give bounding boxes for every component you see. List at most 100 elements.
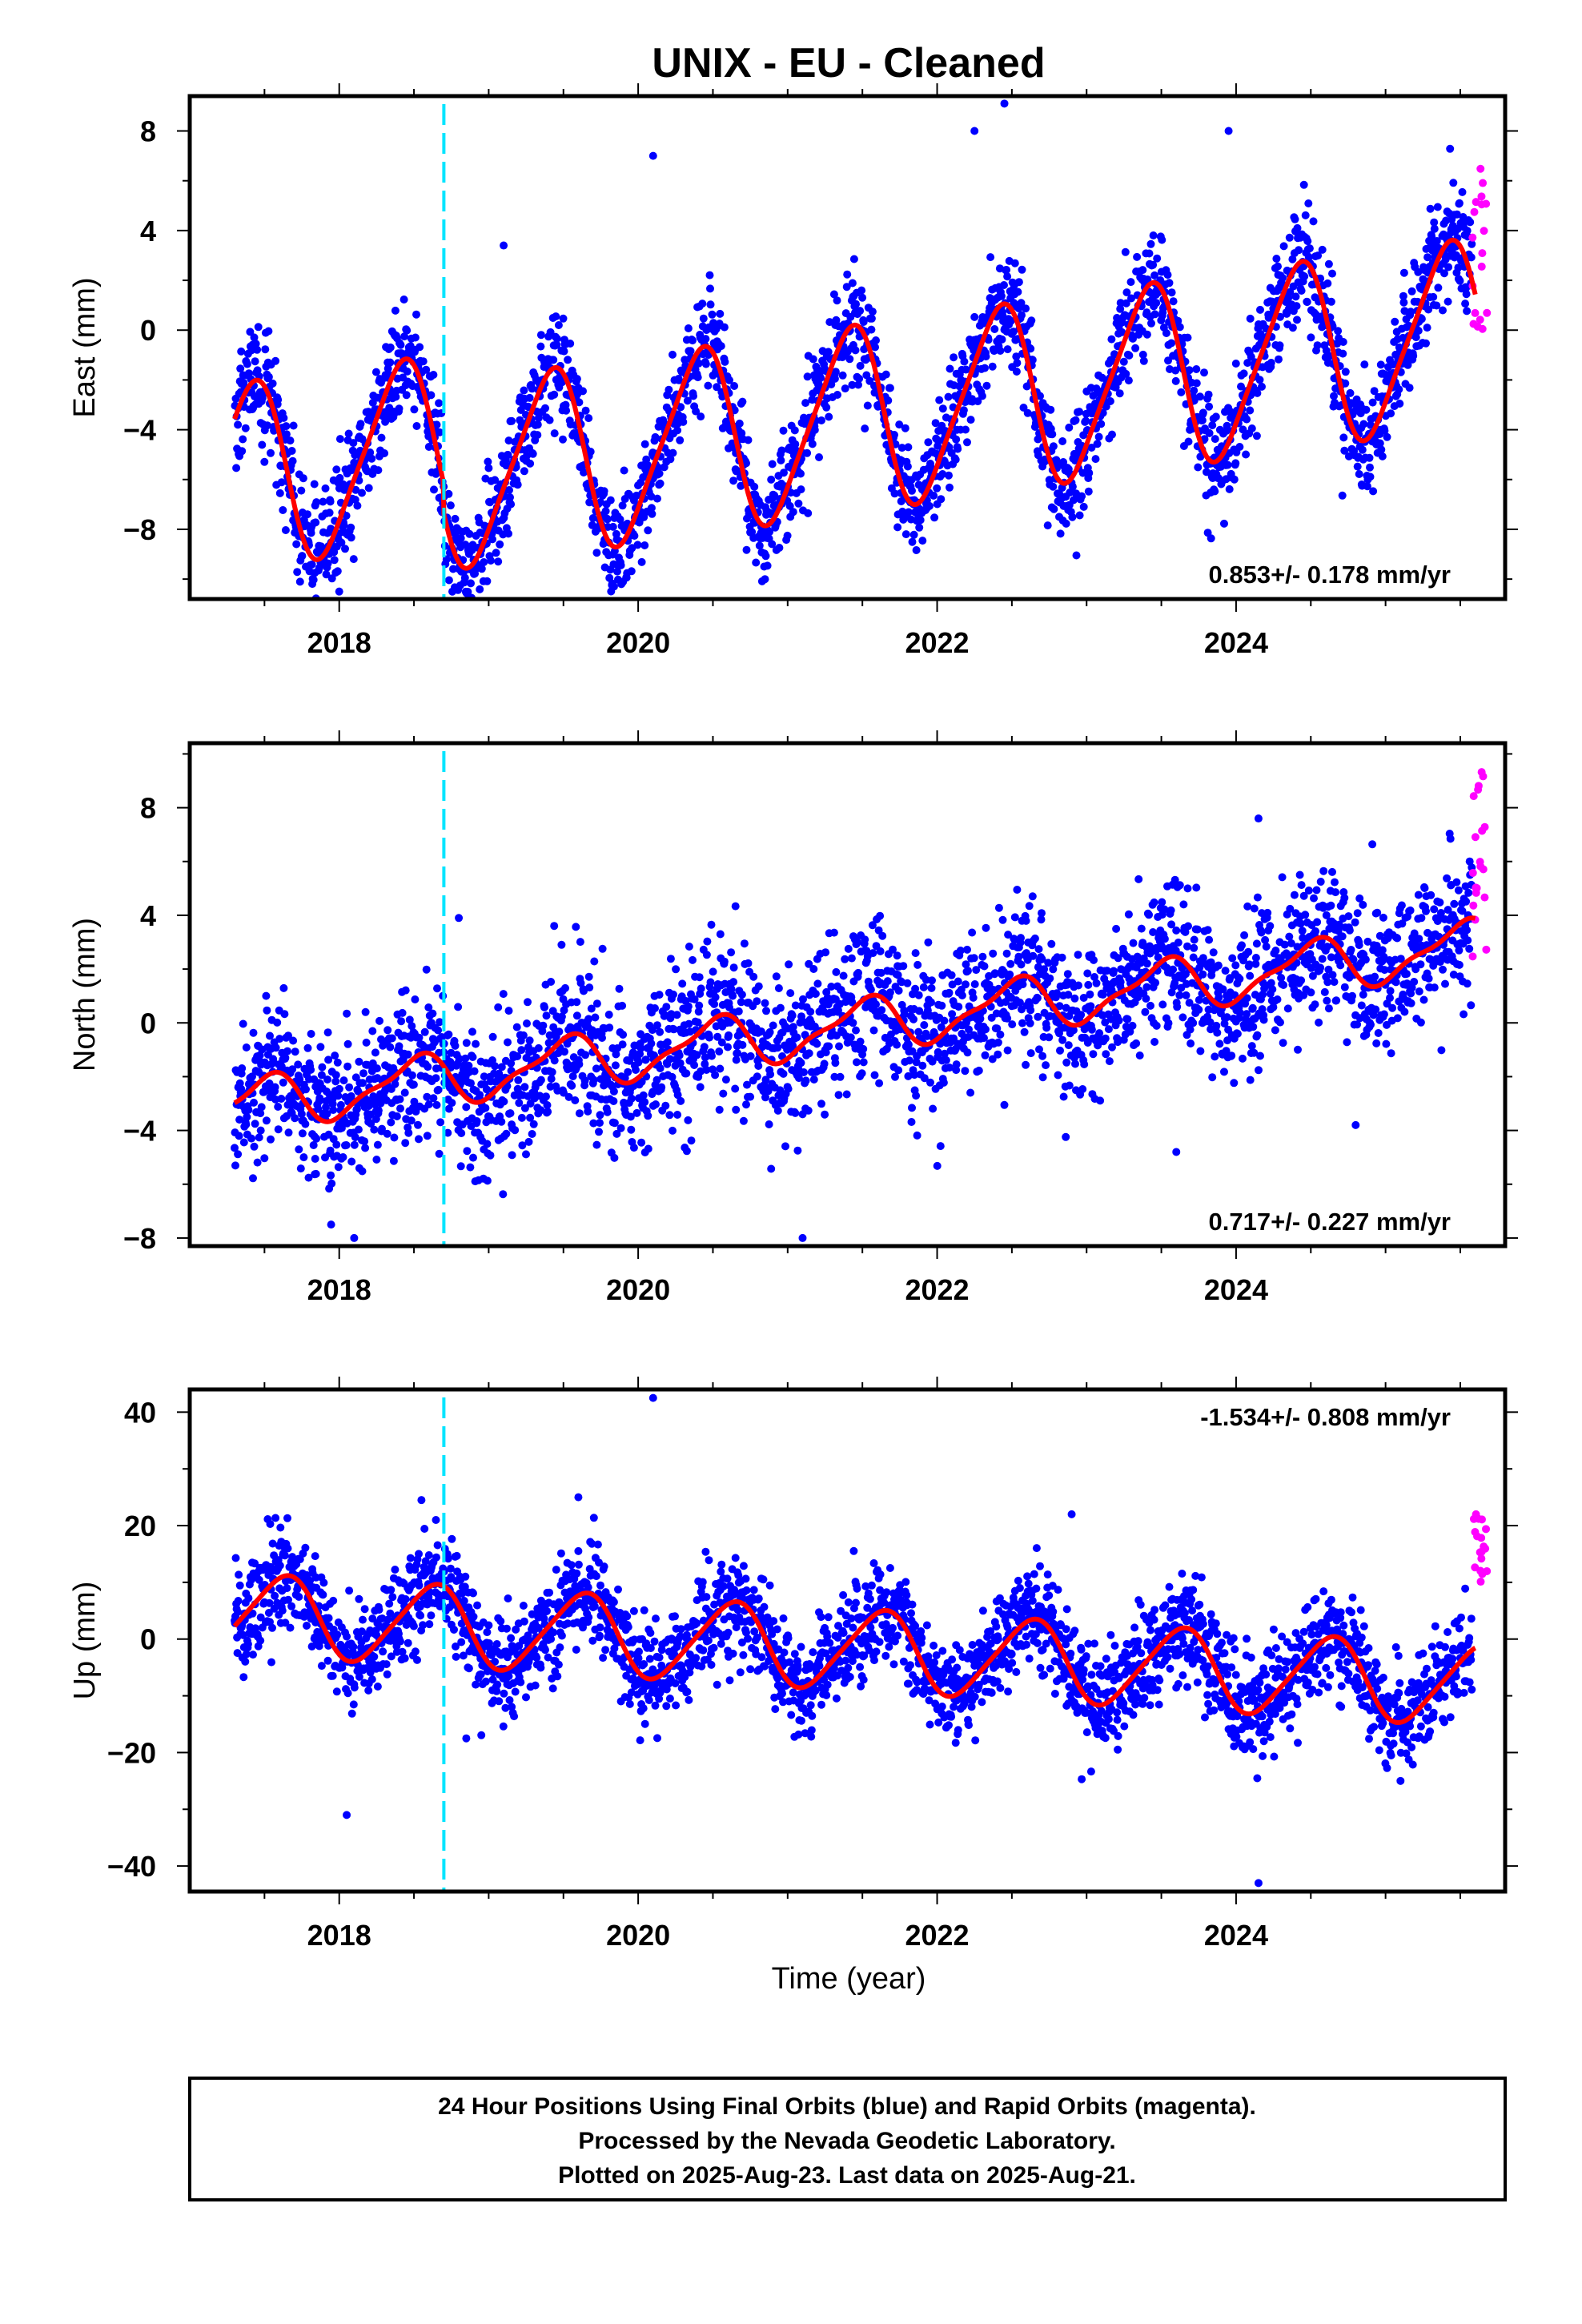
data-point	[725, 1031, 733, 1039]
data-point	[1359, 420, 1368, 428]
data-point	[894, 1066, 903, 1075]
data-point	[661, 1101, 670, 1110]
data-point	[927, 983, 936, 992]
data-point	[982, 1025, 990, 1034]
data-point	[432, 468, 440, 476]
data-point	[275, 1035, 284, 1043]
data-point	[1305, 244, 1314, 253]
data-point	[280, 1010, 289, 1019]
data-point	[344, 429, 353, 438]
data-point	[753, 997, 761, 1006]
data-point	[1414, 327, 1423, 335]
data-point	[720, 323, 729, 332]
data-point	[1075, 408, 1084, 416]
data-point	[704, 381, 713, 390]
data-point	[876, 947, 885, 955]
data-point	[347, 523, 355, 532]
data-point	[869, 1026, 878, 1035]
data-point	[632, 1066, 640, 1074]
data-point	[383, 364, 392, 373]
data-point	[1158, 235, 1166, 244]
data-point	[361, 1007, 370, 1016]
data-point	[673, 1011, 681, 1019]
data-point	[429, 1094, 438, 1103]
data-point	[260, 1154, 269, 1163]
data-point	[1231, 459, 1240, 468]
data-point	[508, 1151, 516, 1160]
data-point	[377, 433, 386, 442]
data-point	[980, 962, 989, 971]
data-point	[765, 528, 774, 537]
data-point	[432, 1074, 440, 1083]
data-point	[750, 482, 759, 491]
data-point	[1013, 359, 1022, 368]
data-point	[969, 993, 978, 1002]
data-point	[1089, 1050, 1098, 1059]
data-point	[1151, 979, 1160, 987]
data-point	[246, 328, 255, 336]
chart-title: UNIX - EU - Cleaned	[652, 40, 1045, 86]
data-point	[1172, 926, 1181, 935]
data-point	[673, 1111, 682, 1119]
data-point	[1461, 300, 1470, 308]
data-point	[360, 1137, 369, 1146]
data-point	[327, 1171, 335, 1180]
data-point	[1200, 435, 1209, 444]
data-point	[1106, 397, 1114, 405]
data-point	[378, 1124, 386, 1133]
data-point	[1243, 415, 1251, 424]
data-point	[1455, 199, 1464, 207]
data-point	[920, 1021, 929, 1029]
data-point	[1346, 388, 1355, 397]
data-point	[288, 1065, 297, 1074]
data-point	[855, 374, 864, 383]
data-point	[1072, 551, 1081, 560]
data-point	[1195, 392, 1204, 401]
data-point	[390, 1133, 399, 1142]
data-point	[824, 348, 833, 356]
data-point	[1113, 314, 1122, 322]
y-axis-label: East (mm)	[68, 277, 102, 417]
data-point	[952, 435, 961, 444]
data-point	[735, 419, 744, 428]
data-point	[989, 949, 998, 958]
data-point	[237, 347, 246, 356]
data-point	[1200, 368, 1208, 377]
data-point	[333, 1058, 342, 1067]
data-point	[552, 340, 561, 349]
data-point	[451, 1041, 460, 1050]
data-point	[469, 1153, 477, 1162]
data-point	[696, 1083, 705, 1092]
data-point	[1454, 263, 1463, 272]
data-point	[1182, 991, 1191, 999]
data-point	[533, 420, 542, 429]
data-point	[1403, 360, 1412, 369]
data-point	[430, 485, 438, 494]
final-orbit-points	[231, 99, 1492, 599]
data-point	[1231, 360, 1240, 368]
data-point	[395, 1042, 404, 1051]
data-point	[784, 1084, 793, 1093]
data-point	[242, 1120, 251, 1129]
data-point	[1339, 433, 1348, 442]
data-point	[525, 1036, 534, 1045]
data-point	[998, 335, 1006, 344]
y-tick-label: 4	[140, 899, 156, 932]
data-point	[584, 972, 593, 981]
data-point	[901, 424, 909, 432]
data-point	[315, 1094, 324, 1103]
data-point	[1105, 1057, 1114, 1066]
data-point	[689, 392, 697, 400]
data-point	[761, 552, 770, 561]
data-point	[255, 1133, 263, 1142]
data-point	[595, 1128, 603, 1136]
data-point	[330, 556, 339, 565]
x-tick-label: 2020	[606, 1273, 670, 1306]
data-point	[933, 484, 942, 493]
data-point	[716, 309, 725, 318]
data-point	[629, 1144, 638, 1152]
data-point	[752, 558, 761, 567]
data-point	[1239, 425, 1247, 434]
data-point	[235, 1116, 244, 1124]
data-point	[1079, 502, 1088, 511]
